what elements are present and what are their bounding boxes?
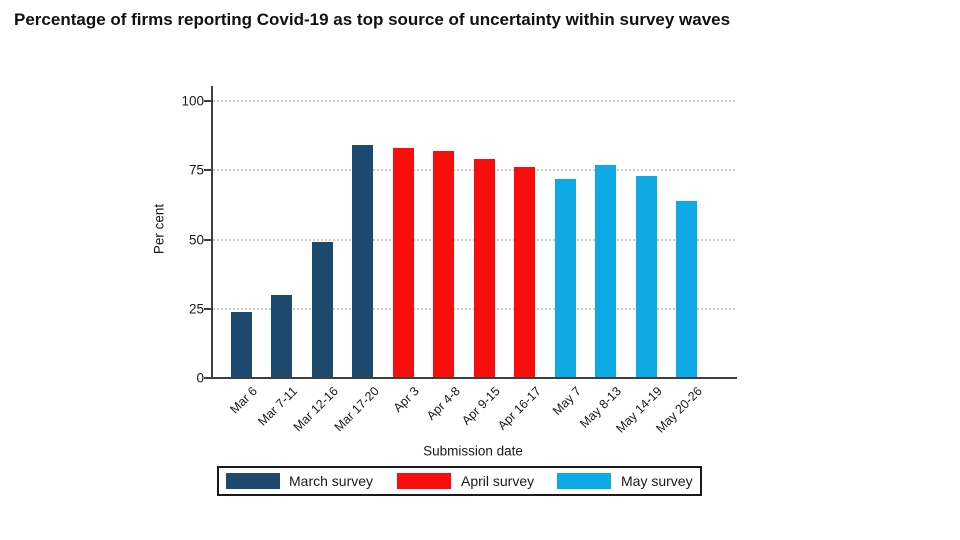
legend-swatch-march bbox=[226, 473, 280, 489]
x-axis-title: Submission date bbox=[423, 443, 523, 459]
y-tick-0 bbox=[204, 377, 212, 379]
bar-may-20-26 bbox=[676, 200, 697, 378]
bar-may-7 bbox=[554, 178, 576, 378]
bar-apr-4-8 bbox=[433, 150, 454, 378]
x-tick-label-8: May 7 bbox=[549, 384, 584, 418]
x-axis-line bbox=[211, 377, 737, 379]
y-axis-title: Per cent bbox=[151, 203, 167, 255]
page-title: Percentage of firms reporting Covid-19 a… bbox=[14, 10, 731, 29]
bar-may-14-19 bbox=[635, 175, 657, 378]
y-tick-label-100: 100 bbox=[181, 93, 204, 109]
legend-label-march: March survey bbox=[289, 473, 374, 489]
legend-label-may: May survey bbox=[621, 473, 693, 489]
y-tick-label-50: 50 bbox=[188, 232, 204, 247]
bar-mar-12-16 bbox=[311, 242, 333, 378]
y-tick-50 bbox=[204, 238, 212, 241]
bar-may-8-13 bbox=[595, 164, 616, 378]
gridline-100 bbox=[213, 100, 735, 102]
bar-mar-6 bbox=[230, 311, 252, 378]
legend: March survey April survey May survey bbox=[217, 466, 702, 496]
x-tick-label-5: Apr 4-8 bbox=[423, 384, 463, 423]
y-tick-100 bbox=[204, 100, 212, 102]
legend-label-april: April survey bbox=[461, 473, 535, 489]
y-tick-label-0: 0 bbox=[196, 370, 204, 386]
y-tick-label-25: 25 bbox=[188, 301, 204, 317]
bar-apr-3 bbox=[392, 148, 414, 378]
x-tick-label-0: Mar 6 bbox=[227, 384, 260, 417]
x-tick-label-7: Apr 16-17 bbox=[494, 384, 544, 433]
y-tick-75 bbox=[204, 169, 212, 172]
bar-apr-16-17 bbox=[514, 167, 535, 378]
legend-swatch-april bbox=[397, 473, 451, 489]
y-tick-25 bbox=[204, 307, 212, 310]
bar-mar-17-20 bbox=[352, 145, 373, 378]
legend-swatch-may bbox=[557, 473, 611, 489]
y-tick-label-75: 75 bbox=[188, 162, 204, 178]
bar-mar-7-11 bbox=[271, 294, 292, 378]
x-tick-label-4: Apr 3 bbox=[390, 384, 422, 416]
y-axis-line bbox=[211, 86, 213, 379]
bar-apr-9-15 bbox=[473, 159, 495, 378]
